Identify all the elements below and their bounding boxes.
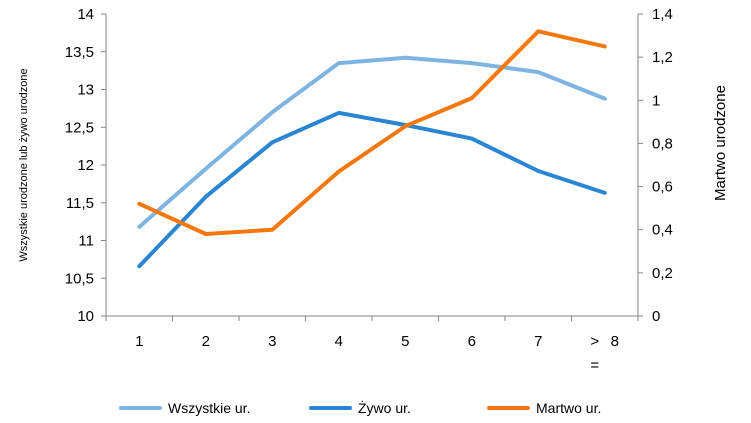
left-y-axis-title: Wszystkie urodzone lub żywo urodzone (18, 68, 30, 261)
series-line-3 (137, 29, 607, 236)
right-tick-label: 1,2 (652, 49, 673, 66)
x-tick-label: 3 (268, 333, 276, 350)
left-tick-label: 11 (78, 233, 94, 250)
legend: Wszystkie ur. Żywo ur. Martwo ur. (119, 399, 601, 416)
series-line-2 (137, 110, 607, 269)
right-tick-label: 0,6 (652, 179, 673, 196)
x-tick-label: 7 (534, 333, 542, 350)
legend-label: Martwo ur. (536, 400, 601, 416)
left-tick-label: 11,5 (66, 195, 94, 212)
left-tick-label: 10 (77, 308, 94, 325)
x-tick-label: 4 (335, 333, 343, 350)
right-tick-label: 0,8 (652, 135, 673, 152)
right-tick-label: 0,4 (652, 222, 673, 239)
series-lines (137, 29, 607, 269)
left-tick-label: 12 (77, 157, 94, 174)
series-line-1 (137, 55, 607, 229)
x-tick-label: 6 (468, 333, 476, 350)
left-tick-label: 10,5 (65, 270, 94, 287)
x-tick-label: 2 (202, 333, 210, 350)
left-tick-label: 13 (77, 82, 94, 99)
left-y-axis-ticks: 10 10,5 11 11,5 12 12,5 13 13,5 14 (65, 6, 106, 325)
right-tick-label: 0 (652, 308, 660, 325)
left-tick-label: 13,5 (65, 44, 94, 61)
x-tick-label: 1 (135, 333, 143, 350)
right-y-axis-title: Martwo urodzone (712, 85, 729, 201)
legend-label: Żywo ur. (358, 399, 411, 416)
right-tick-label: 1,4 (652, 6, 673, 23)
x-tick-label: 5 (401, 333, 409, 350)
left-tick-label: 12,5 (65, 119, 94, 136)
x-axis-ticks: 1 2 3 4 5 6 7 >8 = (105, 316, 639, 374)
left-tick-label: 14 (77, 6, 94, 23)
x-tick-label: >8 = (590, 333, 619, 374)
right-tick-label: 1 (652, 92, 660, 109)
right-tick-label: 0,2 (652, 265, 673, 282)
right-y-axis-ticks: 0 0,2 0,4 0,6 0,8 1 1,2 1,4 (638, 6, 673, 325)
legend-label: Wszystkie ur. (168, 400, 250, 416)
